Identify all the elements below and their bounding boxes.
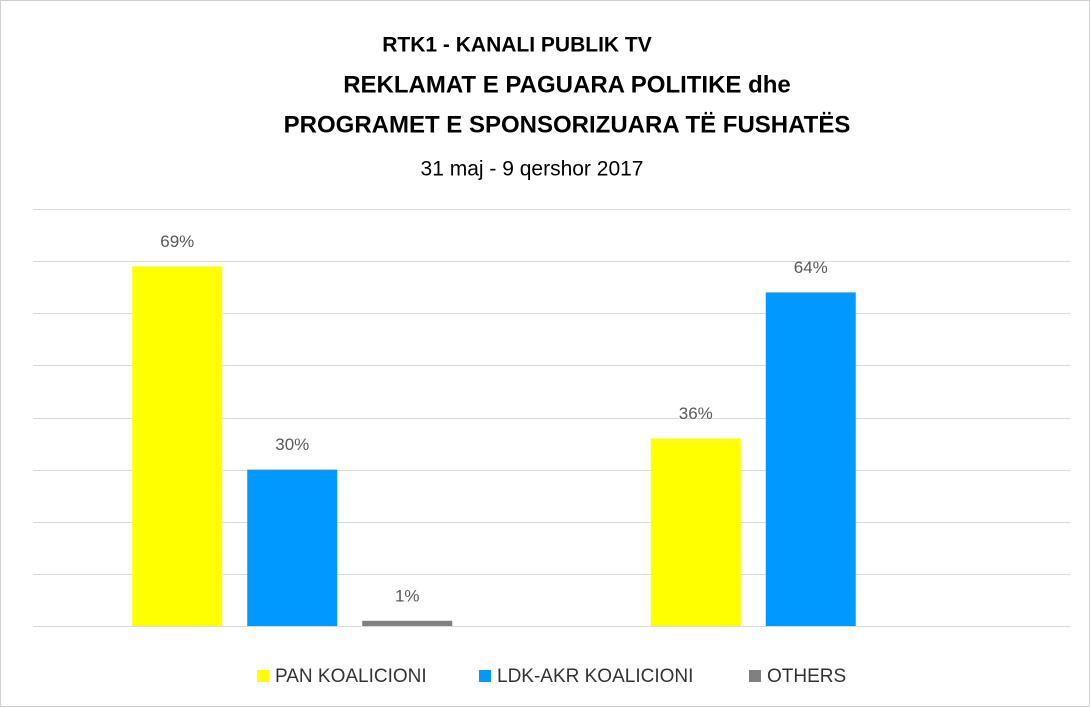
chart-title: PROGRAMET E SPONSORIZUARA TË FUSHATËS [284, 111, 851, 138]
data-label: 1% [395, 586, 420, 605]
chart-title: REKLAMAT E PAGUARA POLITIKE dhe [343, 71, 791, 98]
legend-swatch [749, 670, 761, 682]
data-label: 64% [794, 258, 828, 277]
legend-label: PAN KOALICIONI [275, 666, 427, 687]
bar [650, 438, 741, 626]
chart-subtitle: 31 maj - 9 qershor 2017 [421, 158, 644, 181]
bar [132, 266, 223, 626]
data-label: 69% [160, 232, 194, 251]
legend-swatch [479, 670, 491, 682]
legend-label: LDK-AKR KOALICIONI [497, 666, 693, 687]
bar [765, 292, 856, 626]
data-label: 36% [679, 404, 713, 423]
chart-supertitle: RTK1 - KANALI PUBLIK TV [382, 34, 652, 57]
legend-swatch [257, 670, 269, 682]
legend-label: OTHERS [767, 666, 846, 687]
bar [247, 469, 338, 626]
bar [362, 620, 453, 626]
data-label: 30% [275, 435, 309, 454]
